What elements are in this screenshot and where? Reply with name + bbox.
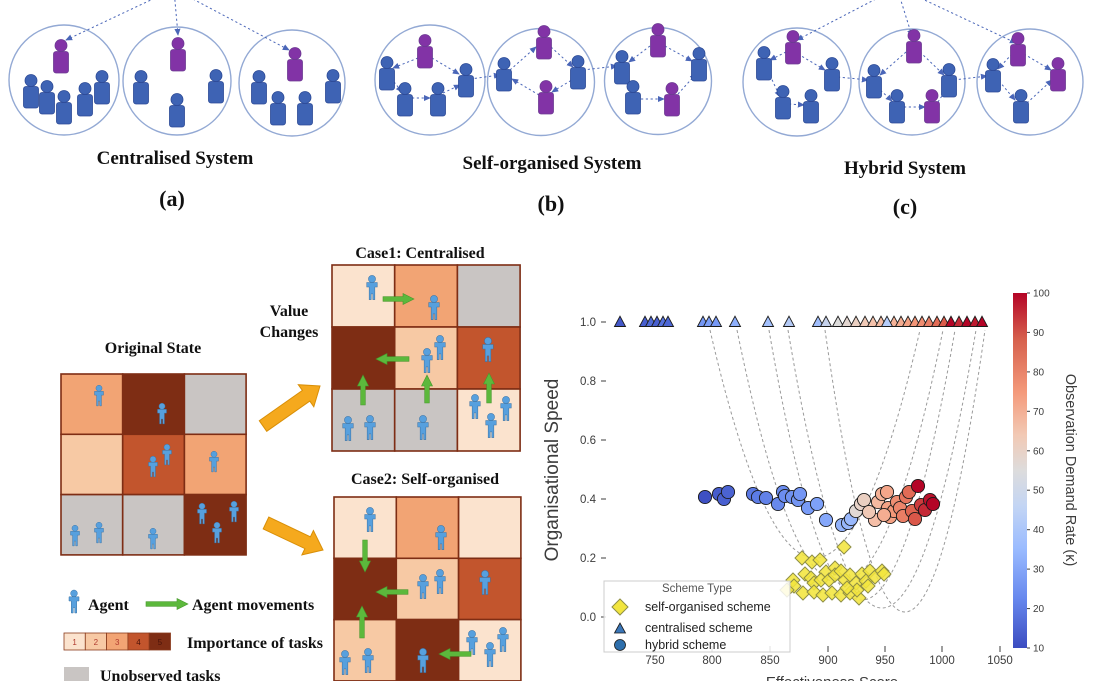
- svg-text:80: 80: [1033, 367, 1045, 378]
- svg-text:60: 60: [1033, 446, 1045, 457]
- svg-text:Changes: Changes: [260, 324, 319, 341]
- svg-text:Original State: Original State: [105, 340, 201, 357]
- svg-text:2: 2: [94, 638, 99, 647]
- svg-text:Importance of tasks: Importance of tasks: [187, 635, 323, 652]
- svg-text:750: 750: [645, 655, 664, 667]
- svg-text:0.0: 0.0: [580, 612, 596, 624]
- svg-text:100: 100: [1033, 289, 1050, 300]
- svg-text:800: 800: [702, 655, 721, 667]
- svg-text:Agent movements: Agent movements: [192, 597, 314, 614]
- svg-text:(c): (c): [893, 194, 917, 219]
- svg-text:1.0: 1.0: [580, 317, 596, 329]
- svg-text:1050: 1050: [987, 655, 1013, 667]
- svg-text:Value: Value: [270, 303, 309, 320]
- svg-text:centralised scheme: centralised scheme: [645, 621, 753, 635]
- svg-text:900: 900: [818, 655, 837, 667]
- svg-text:1000: 1000: [929, 655, 955, 667]
- svg-text:(b): (b): [538, 191, 565, 216]
- svg-text:Case1: Centralised: Case1: Centralised: [355, 245, 484, 262]
- svg-text:Effectiveness Score: Effectiveness Score: [766, 674, 898, 681]
- svg-text:5: 5: [158, 638, 163, 647]
- svg-text:Centralised System: Centralised System: [97, 148, 254, 169]
- svg-text:Observation Demand Rate (κ): Observation Demand Rate (κ): [1062, 374, 1078, 567]
- svg-text:0.8: 0.8: [580, 376, 596, 388]
- svg-text:Unobserved tasks: Unobserved tasks: [100, 668, 220, 681]
- svg-text:0.2: 0.2: [580, 553, 596, 565]
- svg-text:70: 70: [1033, 407, 1045, 418]
- svg-text:3: 3: [115, 638, 120, 647]
- svg-text:0.6: 0.6: [580, 435, 596, 447]
- svg-text:4: 4: [136, 638, 141, 647]
- svg-text:950: 950: [875, 655, 894, 667]
- svg-text:Scheme Type: Scheme Type: [662, 583, 732, 595]
- svg-text:50: 50: [1033, 486, 1045, 497]
- svg-text:Organisational Speed: Organisational Speed: [542, 379, 563, 562]
- svg-text:30: 30: [1033, 565, 1045, 576]
- svg-text:40: 40: [1033, 525, 1045, 536]
- svg-text:850: 850: [760, 655, 779, 667]
- svg-text:Case2: Self-organised: Case2: Self-organised: [351, 471, 499, 488]
- svg-text:1: 1: [72, 638, 77, 647]
- svg-text:0.4: 0.4: [580, 494, 597, 506]
- svg-text:hybrid scheme: hybrid scheme: [645, 638, 726, 652]
- svg-text:90: 90: [1033, 328, 1045, 339]
- svg-text:(a): (a): [159, 186, 185, 211]
- svg-text:Self-organised System: Self-organised System: [463, 153, 642, 174]
- svg-text:Hybrid System: Hybrid System: [844, 158, 966, 179]
- svg-text:self-organised scheme: self-organised scheme: [645, 600, 771, 614]
- svg-text:Agent: Agent: [88, 597, 130, 614]
- svg-text:20: 20: [1033, 604, 1045, 615]
- svg-text:10: 10: [1033, 644, 1045, 655]
